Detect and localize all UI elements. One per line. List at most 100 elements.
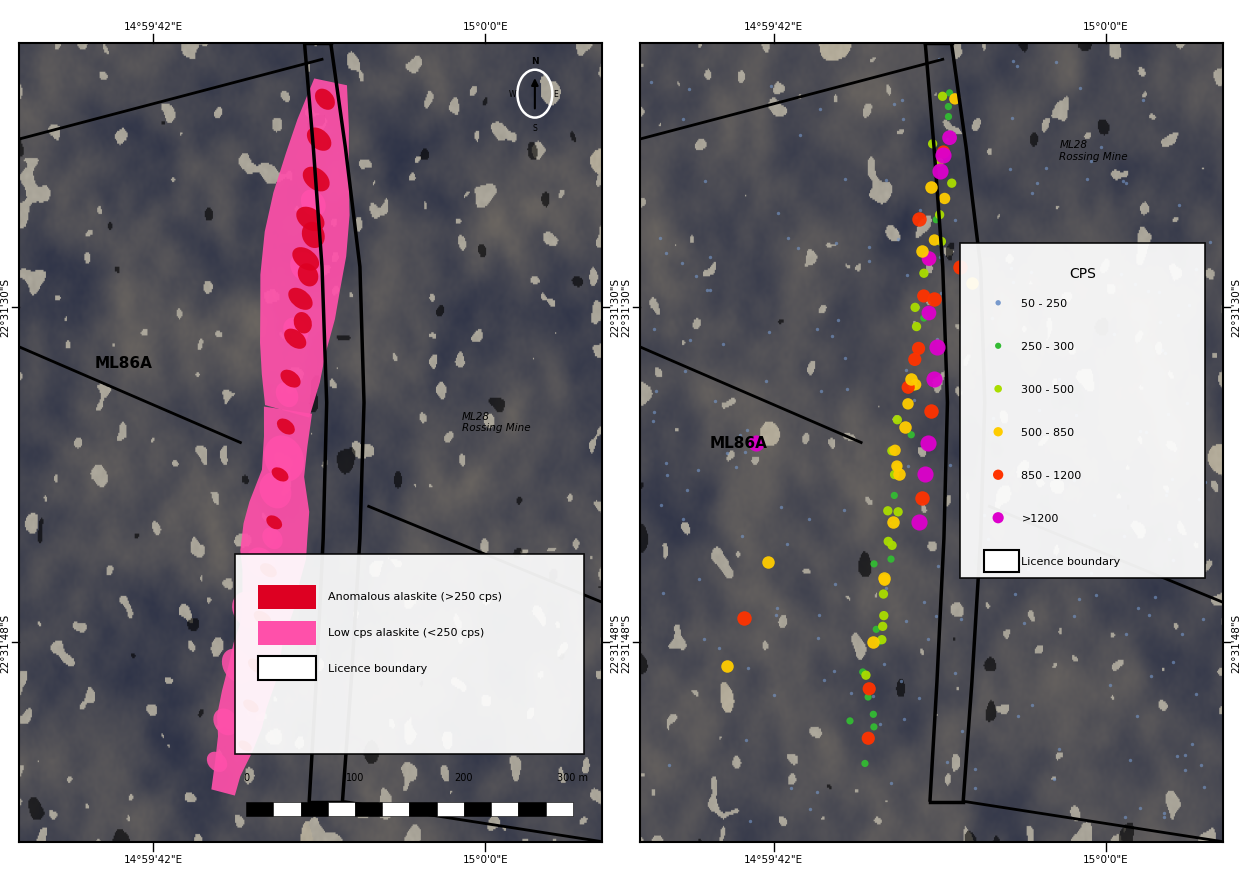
Bar (246, 802, 273, 816)
Point (656, 456, 676, 470)
Text: 500 - 850: 500 - 850 (1022, 427, 1075, 438)
Point (1007, 59, 1027, 74)
Text: W: W (509, 90, 517, 99)
Point (920, 404, 940, 418)
Point (874, 657, 894, 672)
Ellipse shape (260, 473, 291, 509)
Point (1136, 425, 1156, 439)
Point (766, 609, 786, 623)
Point (1162, 472, 1183, 486)
Point (1193, 612, 1213, 626)
Point (1085, 509, 1105, 523)
Ellipse shape (297, 264, 319, 287)
Text: ML86A: ML86A (710, 436, 767, 450)
Point (874, 587, 894, 602)
Text: 300 m: 300 m (557, 772, 588, 781)
Point (909, 342, 929, 356)
Point (929, 156, 949, 170)
Point (915, 468, 935, 482)
Point (1127, 602, 1147, 616)
Point (808, 785, 828, 799)
Point (914, 267, 934, 281)
Point (853, 665, 873, 680)
Point (810, 103, 830, 117)
Ellipse shape (307, 128, 331, 152)
Point (988, 425, 1008, 439)
Point (910, 203, 930, 217)
Point (937, 755, 957, 769)
Point (678, 83, 698, 97)
Point (884, 489, 904, 503)
Point (828, 314, 848, 328)
Bar (258, 657, 316, 680)
Ellipse shape (285, 330, 306, 349)
Point (1183, 737, 1203, 751)
Bar (492, 802, 518, 816)
Point (988, 511, 1008, 525)
Point (1018, 563, 1038, 577)
Point (834, 503, 854, 517)
Text: E: E (553, 90, 558, 99)
Point (1120, 753, 1140, 767)
Point (914, 595, 934, 610)
Point (1066, 408, 1086, 423)
Point (859, 682, 879, 696)
Ellipse shape (283, 318, 308, 345)
Point (913, 492, 933, 506)
Point (737, 424, 757, 438)
Point (882, 444, 902, 458)
Ellipse shape (302, 167, 330, 192)
Point (942, 177, 962, 191)
Point (895, 420, 915, 434)
Point (929, 165, 949, 179)
Point (1063, 609, 1083, 623)
Text: 22°31'30"S: 22°31'30"S (611, 278, 619, 337)
Text: 15°0'0"E: 15°0'0"E (1083, 21, 1129, 32)
Point (859, 241, 879, 255)
Point (840, 714, 860, 728)
Point (889, 468, 909, 482)
Point (864, 557, 884, 571)
Point (709, 641, 729, 655)
Point (964, 781, 984, 796)
Text: Low cps alaskite (<250 cps): Low cps alaskite (<250 cps) (327, 628, 484, 638)
Point (858, 690, 878, 704)
Point (929, 53, 949, 67)
Bar (518, 802, 545, 816)
Point (875, 174, 895, 188)
Point (1189, 493, 1209, 507)
Text: ML28
Rossing Mine: ML28 Rossing Mine (1060, 140, 1129, 161)
Point (914, 312, 934, 326)
Point (907, 320, 927, 334)
Point (914, 290, 934, 304)
Bar (983, 550, 1018, 572)
Point (938, 100, 958, 114)
Text: 14°59'42"E: 14°59'42"E (123, 21, 183, 32)
Point (1060, 340, 1080, 354)
Point (645, 406, 665, 420)
Point (909, 213, 929, 227)
Point (1155, 346, 1175, 361)
Text: 300 - 500: 300 - 500 (1022, 385, 1075, 394)
Point (939, 131, 959, 145)
Ellipse shape (290, 253, 319, 283)
Point (888, 233, 908, 247)
Bar (436, 802, 464, 816)
Text: S: S (533, 124, 537, 133)
Point (1014, 616, 1035, 630)
Point (946, 214, 966, 228)
Point (888, 505, 908, 519)
Point (878, 534, 898, 548)
Ellipse shape (277, 419, 295, 435)
Point (904, 353, 924, 367)
Text: 22°31'30"S: 22°31'30"S (622, 278, 631, 337)
Point (1178, 396, 1198, 410)
Bar (301, 802, 327, 816)
Point (932, 235, 952, 249)
Point (695, 175, 715, 189)
Point (643, 415, 663, 429)
Point (885, 444, 905, 458)
Text: N: N (530, 57, 539, 66)
Bar (410, 802, 436, 816)
Point (641, 76, 661, 90)
